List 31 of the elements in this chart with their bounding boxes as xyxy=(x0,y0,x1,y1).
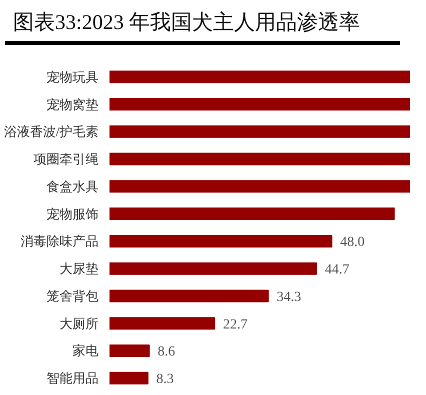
chart-title: 图表33:2023 年我国犬主人用品渗透率 xyxy=(5,5,400,45)
bar xyxy=(110,180,410,193)
data-label: 8.3 xyxy=(156,372,174,388)
bar xyxy=(110,290,269,302)
bar xyxy=(110,152,410,166)
bar xyxy=(110,98,410,111)
y-tick-label: 大尿垫 xyxy=(60,261,98,276)
data-label: 34.3 xyxy=(276,290,302,305)
y-tick-label: 智能用品 xyxy=(46,370,98,386)
y-tick-label: 浴液香波/护毛素 xyxy=(4,124,99,140)
bar xyxy=(110,372,148,384)
bar xyxy=(110,344,150,357)
bar xyxy=(110,208,395,220)
data-label: 44.7 xyxy=(324,262,350,278)
y-tick-label: 宠物窝垫 xyxy=(46,96,98,112)
y-tick-label: 笼舍背包 xyxy=(46,288,98,304)
y-tick-label: 宠物玩具 xyxy=(46,69,98,84)
data-label: 8.6 xyxy=(158,344,176,360)
y-tick-label: 食盒水具 xyxy=(46,178,98,194)
y-tick-label: 大厕所 xyxy=(60,316,98,331)
bar xyxy=(110,125,410,138)
y-tick-label: 消毒除味产品 xyxy=(20,234,98,249)
data-label: 48.0 xyxy=(340,235,365,250)
y-tick-label: 宠物服饰 xyxy=(46,206,98,222)
bar xyxy=(110,317,216,330)
bar xyxy=(110,262,317,275)
y-tick-label: 项圈牵引绳 xyxy=(34,152,98,167)
y-tick-label: 家电 xyxy=(72,343,98,358)
data-label: 22.7 xyxy=(222,317,248,332)
bar xyxy=(110,234,332,248)
bar xyxy=(110,70,410,84)
